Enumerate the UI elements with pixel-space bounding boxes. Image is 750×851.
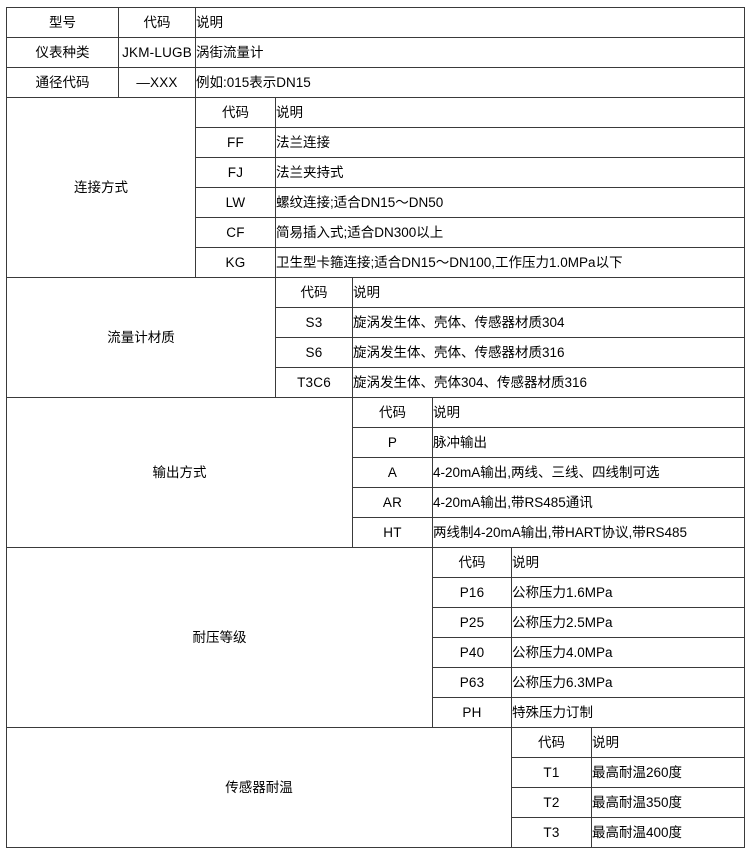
table-row: P16 公称压力1.6MPa [7, 577, 746, 608]
row-code-ar: AR [352, 487, 433, 518]
row-code-s3: S3 [275, 307, 353, 338]
subheader-description-connection: 说明 [274, 97, 746, 128]
row-description-cf: 简易插入式;适合DN300以上 [274, 217, 746, 248]
table-row: 通径代码 —XXX 例如:015表示DN15 [6, 67, 746, 98]
row-description-lw: 螺纹连接;适合DN15～DN50 [274, 187, 746, 218]
row-code-a: A [352, 457, 433, 488]
header-cell-code: 代码 [118, 7, 196, 38]
row-code-bore-code: —XXX [118, 67, 196, 98]
row-description-kg: 卫生型卡箍连接;适合DN15～DN100,工作压力1.0MPa以下 [274, 247, 746, 278]
table-row: HT 两线制4-20mA输出,带HART协议,带RS485 [7, 517, 746, 548]
row-description-ar: 4-20mA输出,带RS485通讯 [431, 487, 746, 518]
table-header-row: 型号 代码 说明 [6, 7, 746, 38]
header-cell-description: 说明 [194, 7, 746, 38]
table-row: AR 4-20mA输出,带RS485通讯 [7, 487, 746, 518]
section-label-output-mode: 输出方式 [6, 397, 353, 548]
row-label-instrument-type: 仪表种类 [6, 37, 119, 68]
row-code-ht: HT [352, 517, 433, 548]
row-code-ph: PH [432, 697, 512, 728]
table-row: LW 螺纹连接;适合DN15～DN50 [7, 187, 746, 218]
table-row: KG 卫生型卡箍连接;适合DN15～DN100,工作压力1.0MPa以下 [7, 247, 746, 278]
table-row: T1 最高耐温260度 [7, 757, 746, 788]
subheader-description-pressure: 说明 [510, 547, 746, 578]
table-row: T3C6 旋涡发生体、壳体304、传感器材质316 [7, 367, 746, 398]
subheader-code-temperature: 代码 [511, 727, 592, 758]
row-code-t3c6: T3C6 [275, 367, 353, 398]
row-description-fj: 法兰夹持式 [274, 157, 746, 188]
row-description-instrument-type: 涡街流量计 [194, 37, 746, 68]
row-code-cf: CF [195, 217, 276, 248]
row-description-t1: 最高耐温260度 [590, 757, 746, 788]
row-description-s6: 旋涡发生体、壳体、传感器材质316 [351, 337, 746, 368]
row-code-p40: P40 [432, 637, 512, 668]
table-row: P25 公称压力2.5MPa [7, 607, 746, 638]
row-code-p25: P25 [432, 607, 512, 638]
table-row: T2 最高耐温350度 [7, 787, 746, 818]
subheader-description-temperature: 说明 [590, 727, 746, 758]
subheader-description-material: 说明 [351, 277, 746, 308]
section-label-pressure-rating: 耐压等级 [6, 547, 433, 728]
model-selection-table: 型号 代码 说明 仪表种类 JKM-LUGB 涡街流量计 通径代码 —XXX 例… [6, 7, 746, 848]
row-description-a: 4-20mA输出,两线、三线、四线制可选 [431, 457, 746, 488]
table-row: 仪表种类 JKM-LUGB 涡街流量计 [6, 37, 746, 68]
row-code-ff: FF [195, 127, 276, 158]
row-description-s3: 旋涡发生体、壳体、传感器材质304 [351, 307, 746, 338]
section-label-sensor-temperature: 传感器耐温 [6, 727, 512, 848]
section-label-meter-material: 流量计材质 [6, 277, 276, 398]
row-description-t2: 最高耐温350度 [590, 787, 746, 818]
subheader-code-connection: 代码 [195, 97, 276, 128]
row-description-p16: 公称压力1.6MPa [510, 577, 746, 608]
row-code-p63: P63 [432, 667, 512, 698]
section-label-connection-type: 连接方式 [6, 97, 196, 278]
subheader-code-pressure: 代码 [432, 547, 512, 578]
row-description-ff: 法兰连接 [274, 127, 746, 158]
section-subheader-row: 耐压等级 代码 说明 [6, 547, 746, 728]
row-code-t1: T1 [511, 757, 592, 788]
table-row: S6 旋涡发生体、壳体、传感器材质316 [7, 337, 746, 368]
row-code-lw: LW [195, 187, 276, 218]
table-row: T3 最高耐温400度 [7, 817, 746, 848]
section-subheader-row: 连接方式 代码 说明 [6, 97, 746, 278]
section-subheader-row: 流量计材质 代码 说明 [6, 277, 746, 398]
row-description-bore-code: 例如:015表示DN15 [194, 67, 746, 98]
row-code-t3: T3 [511, 817, 592, 848]
row-description-t3: 最高耐温400度 [590, 817, 746, 848]
row-label-bore-code: 通径代码 [6, 67, 119, 98]
table-row: PH 特殊压力订制 [7, 697, 746, 728]
header-cell-model: 型号 [6, 7, 119, 38]
table-row: A 4-20mA输出,两线、三线、四线制可选 [7, 457, 746, 488]
table-row: P63 公称压力6.3MPa [7, 667, 746, 698]
row-code-t2: T2 [511, 787, 592, 818]
row-description-p: 脉冲输出 [431, 427, 746, 458]
section-subheader-row: 传感器耐温 代码 说明 [6, 727, 746, 848]
subheader-code-output: 代码 [352, 397, 433, 428]
table-row: CF 简易插入式;适合DN300以上 [7, 217, 746, 248]
section-subheader-row: 输出方式 代码 说明 [6, 397, 746, 548]
table-row: P 脉冲输出 [7, 427, 746, 458]
row-code-kg: KG [195, 247, 276, 278]
row-code-fj: FJ [195, 157, 276, 188]
subheader-description-output: 说明 [431, 397, 746, 428]
row-code-p: P [352, 427, 433, 458]
row-description-t3c6: 旋涡发生体、壳体304、传感器材质316 [351, 367, 746, 398]
row-description-ht: 两线制4-20mA输出,带HART协议,带RS485 [431, 517, 746, 548]
row-description-p40: 公称压力4.0MPa [510, 637, 746, 668]
row-code-s6: S6 [275, 337, 353, 368]
row-description-p25: 公称压力2.5MPa [510, 607, 746, 638]
row-code-p16: P16 [432, 577, 512, 608]
subheader-code-material: 代码 [275, 277, 353, 308]
table-row: FJ 法兰夹持式 [7, 157, 746, 188]
row-code-instrument-type: JKM-LUGB [118, 37, 196, 68]
row-description-p63: 公称压力6.3MPa [510, 667, 746, 698]
row-description-ph: 特殊压力订制 [510, 697, 746, 728]
